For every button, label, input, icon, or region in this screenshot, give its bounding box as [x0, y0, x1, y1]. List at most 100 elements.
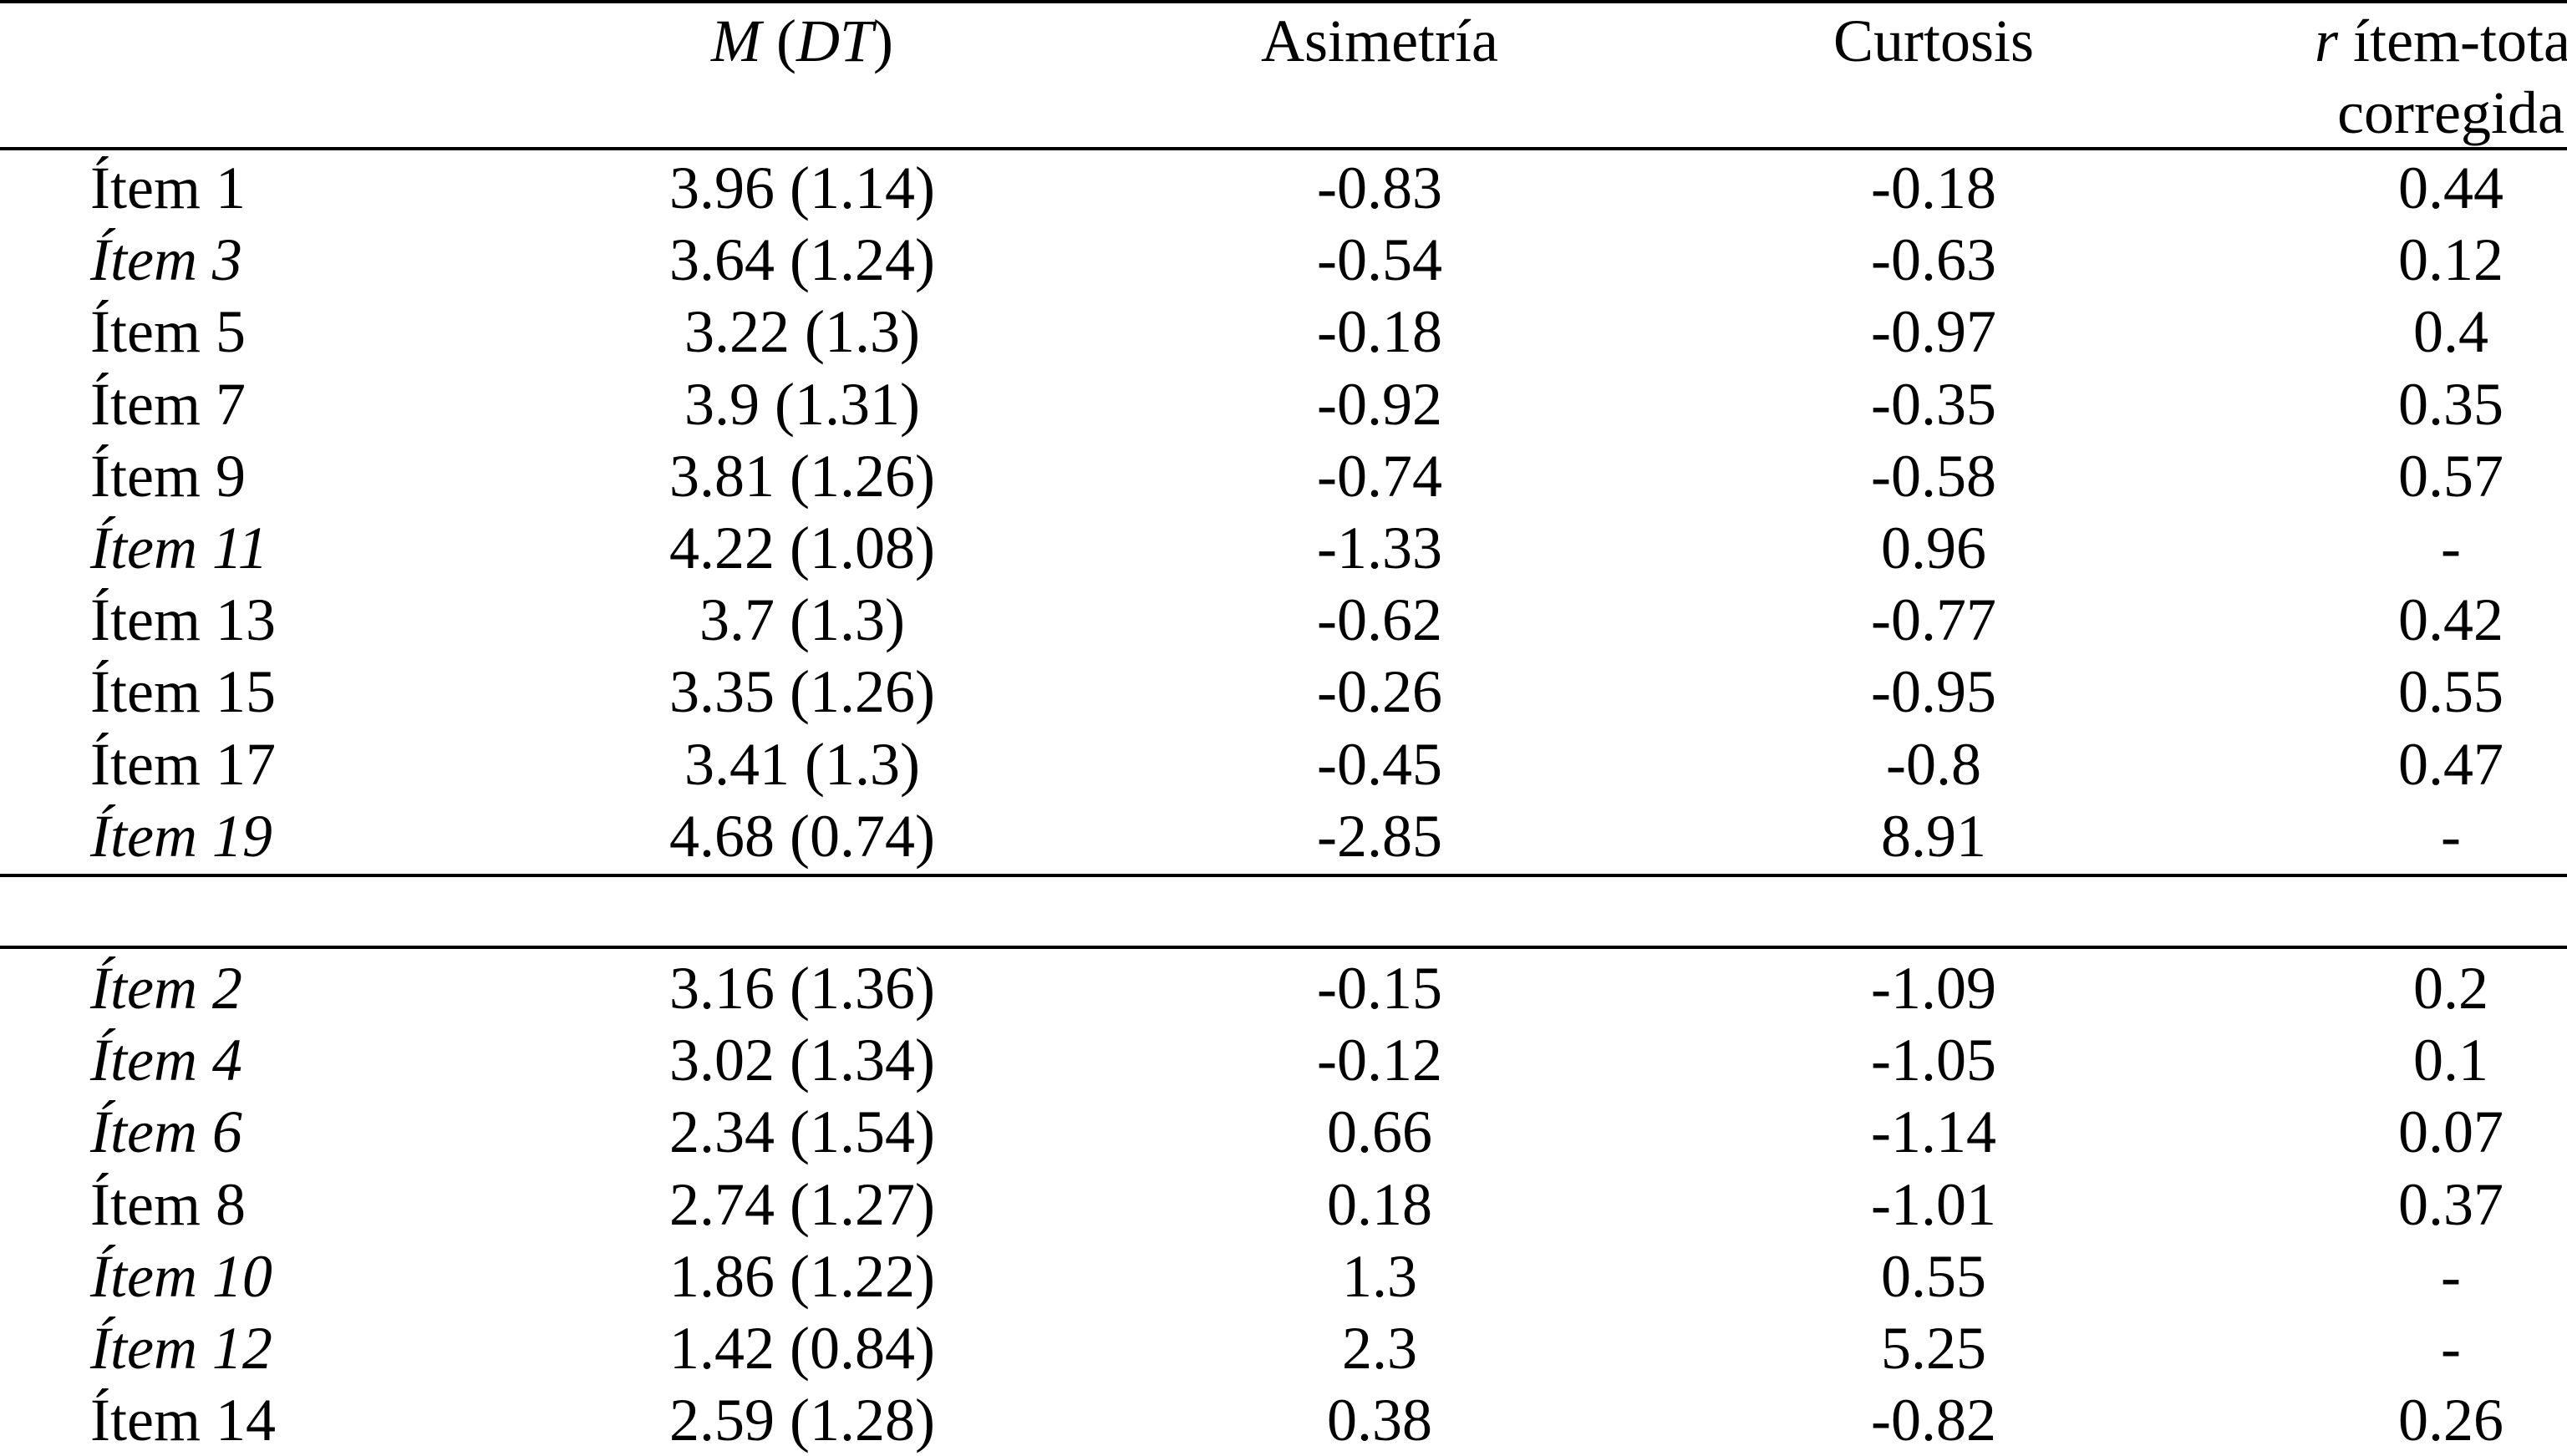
row-label: Ítem 11 [90, 515, 268, 581]
cell: 3.41 (1.3) [684, 730, 920, 798]
cell: - [2441, 802, 2461, 870]
cell: 3.35 (1.26) [669, 658, 935, 726]
cell: -0.74 [1317, 442, 1442, 510]
cell: 0.66 [1327, 1098, 1432, 1166]
header-rule [0, 147, 2567, 150]
header-text: corregida [2337, 79, 2564, 146]
cell: 0.96 [1881, 515, 1986, 581]
header-cell: Asimetría [1261, 5, 1498, 77]
cell: 1.42 (0.84) [669, 1315, 935, 1382]
cell: 3.7 (1.3) [699, 586, 905, 654]
row-label: Ítem 12 [90, 1315, 272, 1382]
cell: 3.22 (1.3) [684, 298, 920, 366]
row-label: Ítem 13 [90, 586, 276, 654]
row-label: Ítem 17 [90, 730, 276, 798]
cell: -0.8 [1886, 730, 1981, 798]
cell: 0.07 [2398, 1098, 2503, 1166]
cell: 0.57 [2398, 442, 2503, 510]
cell: 0.55 [2398, 658, 2503, 726]
cell: 2.74 (1.27) [669, 1170, 935, 1238]
cell: 4.68 (0.74) [669, 802, 935, 870]
cell: 0.35 [2398, 370, 2503, 438]
cell: -1.33 [1317, 515, 1442, 581]
cell: 5.25 [1881, 1315, 1986, 1382]
row-label: Ítem 3 [90, 226, 242, 294]
cell: -0.77 [1871, 586, 1996, 654]
cell: -0.18 [1317, 298, 1442, 366]
row-label: Ítem 1 [90, 155, 246, 221]
cell: 0.2 [2413, 955, 2488, 1022]
cell: 0.37 [2398, 1170, 2503, 1238]
header-cell: r ítem-total [2315, 5, 2567, 77]
cell: - [2441, 1242, 2461, 1310]
cell: -0.18 [1871, 155, 1996, 221]
header-text: Asimetría [1261, 8, 1498, 74]
cell: -0.45 [1317, 730, 1442, 798]
header-text: ítem-total [2338, 8, 2567, 74]
row-label: Ítem 10 [90, 1242, 272, 1310]
cell: -0.15 [1317, 955, 1442, 1022]
cell: - [2441, 1315, 2461, 1382]
cell: 3.96 (1.14) [669, 155, 935, 221]
cell: - [2441, 515, 2461, 581]
cell: 8.91 [1881, 802, 1986, 870]
cell: 1.3 [1342, 1242, 1417, 1310]
cell: -0.58 [1871, 442, 1996, 510]
header-cell: Curtosis [1833, 5, 2034, 77]
cell: -0.83 [1317, 155, 1442, 221]
cell: -1.09 [1871, 955, 1996, 1022]
cell: -0.35 [1871, 370, 1996, 438]
cell: 0.47 [2398, 730, 2503, 798]
cell: 2.3 [1342, 1315, 1417, 1382]
cell: 0.1 [2413, 1027, 2488, 1094]
row-label: Ítem 5 [90, 298, 246, 366]
cell: -1.05 [1871, 1027, 1996, 1094]
cell: 3.02 (1.34) [669, 1027, 935, 1094]
cell: 4.22 (1.08) [669, 515, 935, 581]
cell: 0.38 [1327, 1387, 1432, 1454]
header-cell: corregida [2337, 77, 2564, 149]
cell: -0.26 [1317, 658, 1442, 726]
row-label: Ítem 6 [90, 1098, 242, 1166]
row-label: Ítem 2 [90, 955, 242, 1022]
cell: -1.14 [1871, 1098, 1996, 1166]
cell: -0.95 [1871, 658, 1996, 726]
cell: -2.85 [1317, 802, 1442, 870]
cell: -0.62 [1317, 586, 1442, 654]
cell: 0.12 [2398, 226, 2503, 294]
cell: 0.42 [2398, 586, 2503, 654]
row-label: Ítem 7 [90, 370, 246, 438]
cell: 2.34 (1.54) [669, 1098, 935, 1166]
cell: -0.54 [1317, 226, 1442, 294]
section-rule [0, 946, 2567, 949]
header-cell: M (DT) [711, 5, 893, 77]
cell: 3.16 (1.36) [669, 955, 935, 1022]
cell: 1.86 (1.22) [669, 1242, 935, 1310]
cell: 3.9 (1.31) [684, 370, 920, 438]
cell: 3.64 (1.24) [669, 226, 935, 294]
row-label: Ítem 8 [90, 1170, 246, 1238]
cell: 0.26 [2398, 1387, 2503, 1454]
cell: -0.12 [1317, 1027, 1442, 1094]
cell: 0.55 [1881, 1242, 1986, 1310]
row-label: Ítem 14 [90, 1387, 276, 1454]
header-text: Curtosis [1832, 8, 2035, 74]
cell: 0.4 [2413, 298, 2488, 366]
cell: -0.97 [1871, 298, 1996, 366]
row-label: Ítem 15 [90, 658, 276, 726]
cell: -0.92 [1317, 370, 1442, 438]
cell: 0.44 [2398, 155, 2503, 221]
header-text: M [711, 8, 761, 74]
row-label: Ítem 4 [90, 1027, 242, 1094]
header-text: r [2315, 8, 2339, 74]
header-text: DT [796, 8, 874, 74]
cell: -0.82 [1871, 1387, 1996, 1454]
cell: 3.81 (1.26) [669, 442, 935, 510]
cell: 2.59 (1.28) [669, 1387, 935, 1454]
row-label: Ítem 19 [90, 802, 272, 870]
top-rule [0, 0, 2567, 3]
cell: -1.01 [1871, 1170, 1996, 1238]
cell: 0.18 [1327, 1170, 1432, 1238]
section-rule [0, 874, 2567, 877]
